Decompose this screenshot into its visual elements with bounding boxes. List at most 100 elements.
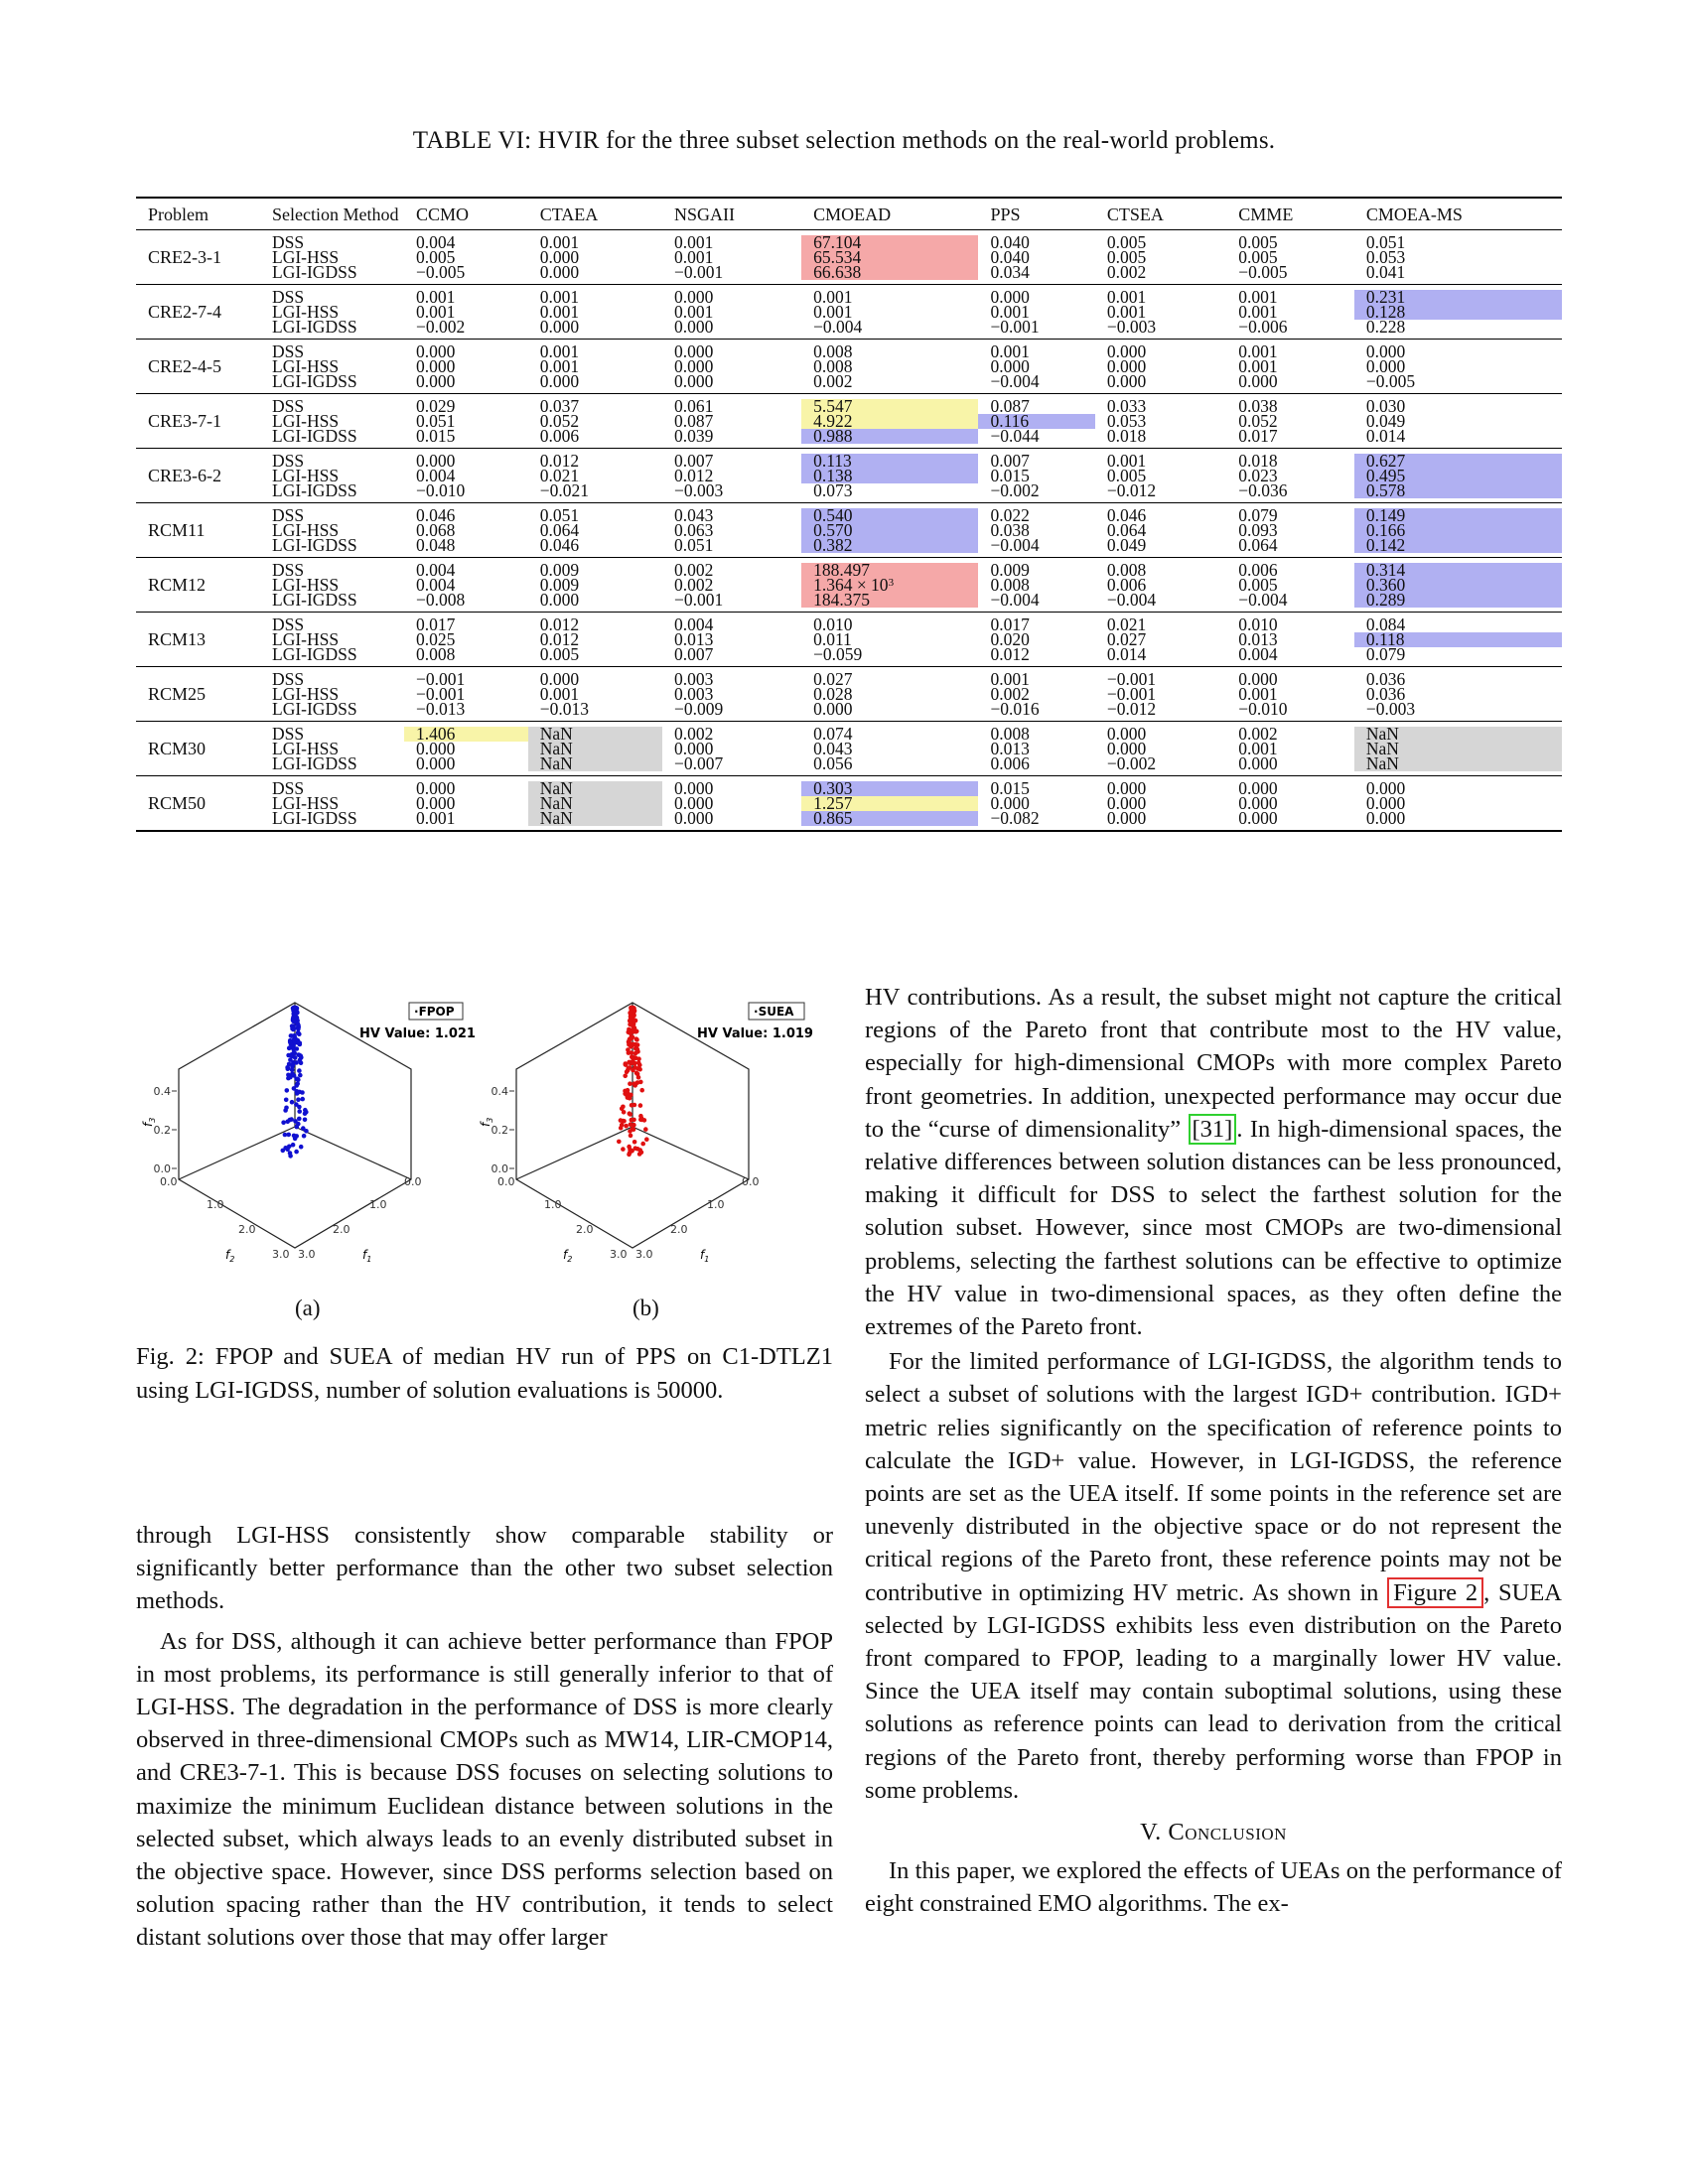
hvir-value: −0.004 xyxy=(801,318,978,336)
hvir-value: 0.001 xyxy=(404,809,528,827)
value-cell: 0.051 0.053 0.041 xyxy=(1353,229,1562,285)
value-cell: 0.046 0.064 0.049 xyxy=(1094,502,1227,558)
hvir-value: 0.079 xyxy=(1354,645,1562,663)
scatter-point xyxy=(289,1033,295,1038)
value-cell: 0.000 0.001 −0.013 xyxy=(527,666,663,722)
hvir-value: 0.002 xyxy=(662,724,801,744)
hvir-value: 0.570 xyxy=(801,521,979,539)
hvir-value-text: 0.002 xyxy=(674,724,714,744)
value-cell: NaN NaN NaN xyxy=(1353,721,1562,776)
hvir-value-text: 0.017 xyxy=(990,614,1030,634)
hvir-value: −0.004 xyxy=(978,535,1094,555)
hvir-value-text: 0.000 xyxy=(539,317,580,337)
hvir-value-text: NaN xyxy=(539,808,573,828)
hvir-value-text: 0.005 xyxy=(1106,247,1147,267)
header-ctsea: CTSEA xyxy=(1094,197,1227,230)
hvir-value-text: 184.375 xyxy=(813,590,870,610)
panel-b-f1-tick-2: 2.0 xyxy=(670,1223,688,1236)
method-label: LGI-HSS xyxy=(272,739,340,758)
hvir-value-text: 0.008 xyxy=(990,724,1030,744)
scatter-point xyxy=(294,1083,299,1088)
selection-methods: DSS LGI-HSS LGI-IGDSS xyxy=(260,229,404,285)
hvir-value: 0.000 xyxy=(1226,670,1354,688)
hvir-value: 0.113 xyxy=(801,452,979,470)
selection-methods: DSS LGI-HSS LGI-IGDSS xyxy=(260,612,404,667)
method-label: DSS xyxy=(272,232,305,252)
hvir-value: 0.064 xyxy=(1095,521,1226,539)
hvir-value: 0.231 xyxy=(1353,288,1562,306)
value-cell: 0.001 0.001 −0.001 xyxy=(662,229,802,285)
scatter-point xyxy=(300,1090,305,1095)
hvir-value-text: −0.008 xyxy=(416,590,466,610)
scatter-point xyxy=(629,1005,633,1011)
scatter-point xyxy=(633,1050,638,1056)
hvir-value: 0.142 xyxy=(1353,536,1562,554)
citation-link-31[interactable]: [31] xyxy=(1188,1113,1237,1145)
hvir-value: 0.021 xyxy=(1095,615,1226,633)
hvir-value: 0.382 xyxy=(801,536,979,554)
hvir-value: 0.018 xyxy=(1226,452,1354,470)
hvir-value-text: 0.000 xyxy=(990,793,1030,813)
scatter-point xyxy=(629,1043,633,1049)
value-cell: 0.627 0.495 0.578 xyxy=(1353,448,1562,503)
hvir-value: 0.051 xyxy=(1354,233,1562,251)
hvir-value: 0.008 xyxy=(1095,561,1226,579)
scatter-point xyxy=(301,1126,306,1131)
hvir-value-text: 0.000 xyxy=(539,590,580,610)
value-cell: 0.000 0.000 0.000 xyxy=(1226,775,1354,832)
hvir-value-text: 0.000 xyxy=(539,262,580,282)
hvir-value-text: 0.000 xyxy=(1238,793,1278,813)
hvir-value-text: 0.000 xyxy=(1238,371,1278,391)
hvir-value-text: 0.040 xyxy=(990,247,1030,267)
hvir-value: 0.360 xyxy=(1353,576,1562,594)
panel-b-f3-label: f3 xyxy=(479,1118,494,1127)
value-cell: 67.104 65.534 66.638 xyxy=(801,229,979,285)
hvir-value-text: 0.048 xyxy=(416,535,456,555)
hvir-value: 0.000 xyxy=(1095,357,1226,375)
scatter-point xyxy=(635,1075,641,1080)
hvir-value-text: 0.000 xyxy=(1106,341,1147,361)
hvir-value: 4.922 xyxy=(801,412,979,430)
value-cell: 0.004 0.004 −0.008 xyxy=(404,557,528,613)
hvir-value: 0.043 xyxy=(662,506,801,524)
value-cell: 0.004 0.005 −0.005 xyxy=(404,229,528,285)
value-cell: 0.001 0.001 0.000 xyxy=(527,284,663,340)
figure-2-link[interactable]: Figure 2 xyxy=(1387,1576,1484,1608)
hvir-value-text: 0.053 xyxy=(1106,411,1147,431)
panel-b-f1-tick-3: 3.0 xyxy=(635,1248,653,1261)
hvir-value-text: −0.001 xyxy=(416,669,466,689)
hvir-value-text: 0.001 xyxy=(1106,451,1147,471)
hvir-value: 65.534 xyxy=(801,248,979,266)
hvir-value: 0.001 xyxy=(528,233,662,251)
hvir-value-text: −0.010 xyxy=(1238,699,1288,719)
value-cell: 0.001 0.001 0.000 xyxy=(527,339,663,394)
hvir-value-text: 0.000 xyxy=(1365,793,1406,813)
header-problem: Problem xyxy=(136,197,260,230)
scatter-point xyxy=(638,1079,643,1085)
hvir-value: 0.000 xyxy=(528,590,662,610)
scatter-point xyxy=(295,1076,300,1082)
hvir-value-text: 0.009 xyxy=(539,560,580,580)
hvir-value: 0.003 xyxy=(662,670,801,688)
hvir-value: 0.000 xyxy=(1354,342,1562,360)
hvir-value-text: 0.865 xyxy=(813,808,853,828)
hvir-value-text: 0.000 xyxy=(674,371,714,391)
hvir-value: 0.013 xyxy=(978,740,1094,757)
scatter-point xyxy=(294,1134,299,1139)
hvir-value: 0.005 xyxy=(404,248,528,266)
value-cell: NaN NaN NaN xyxy=(527,775,663,832)
hvir-value-text: −0.004 xyxy=(990,535,1040,555)
hvir-value-text: 0.001 xyxy=(813,302,853,322)
panel-b-points xyxy=(617,1005,649,1158)
hvir-value: 0.006 xyxy=(528,427,662,445)
hvir-value-text: −0.001 xyxy=(1106,684,1157,704)
problem-name: RCM30 xyxy=(136,721,260,776)
scatter-point xyxy=(293,1119,298,1124)
hvir-value-text: NaN xyxy=(1365,753,1399,773)
hvir-value: −0.004 xyxy=(1095,591,1226,609)
hvir-value-text: 0.041 xyxy=(1365,262,1406,282)
hvir-value: 0.084 xyxy=(1354,615,1562,633)
scatter-point xyxy=(628,1122,633,1127)
hvir-value: 0.000 xyxy=(1226,809,1354,827)
hvir-value-text: −0.044 xyxy=(990,426,1040,446)
